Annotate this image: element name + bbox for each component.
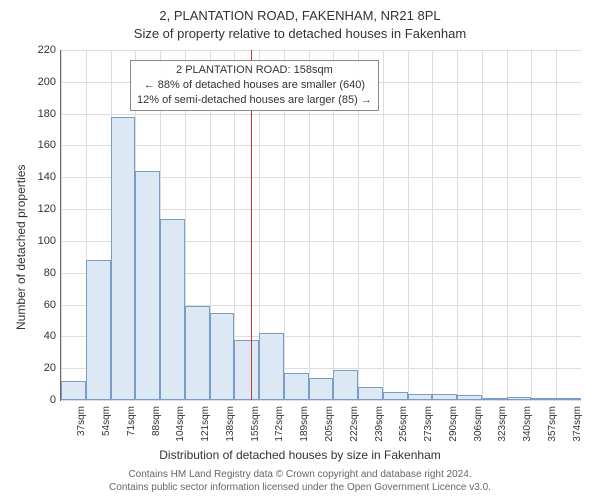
- gridline-h: [61, 400, 581, 401]
- histogram-bar: [383, 392, 408, 400]
- x-tick-label: 306sqm: [473, 406, 484, 456]
- gridline-v: [482, 50, 483, 400]
- chart-title-subtitle: Size of property relative to detached ho…: [0, 26, 600, 41]
- y-tick-label: 120: [28, 203, 56, 215]
- histogram-bar: [457, 395, 482, 400]
- x-tick-label: 88sqm: [151, 406, 162, 456]
- y-tick-label: 80: [28, 267, 56, 279]
- histogram-bar: [482, 398, 507, 400]
- x-tick-label: 138sqm: [225, 406, 236, 456]
- histogram-bar: [507, 397, 532, 400]
- histogram-bar: [358, 387, 383, 400]
- y-tick-label: 200: [28, 76, 56, 88]
- histogram-bar: [61, 381, 86, 400]
- footer-line: Contains HM Land Registry data © Crown c…: [0, 468, 600, 481]
- x-tick-label: 104sqm: [175, 406, 186, 456]
- x-tick-label: 205sqm: [324, 406, 335, 456]
- x-tick-label: 54sqm: [101, 406, 112, 456]
- x-tick-label: 121sqm: [200, 406, 211, 456]
- histogram-bar: [210, 313, 235, 401]
- y-tick-label: 20: [28, 362, 56, 374]
- x-tick-label: 239sqm: [374, 406, 385, 456]
- y-tick-label: 40: [28, 330, 56, 342]
- annotation-box: 2 PLANTATION ROAD: 158sqm ← 88% of detac…: [130, 60, 379, 111]
- x-tick-label: 189sqm: [299, 406, 310, 456]
- gridline-v: [408, 50, 409, 400]
- x-tick-label: 256sqm: [398, 406, 409, 456]
- y-tick-label: 160: [28, 139, 56, 151]
- gridline-v: [556, 50, 557, 400]
- histogram-bar: [86, 260, 111, 400]
- x-tick-label: 71sqm: [126, 406, 137, 456]
- x-tick-label: 37sqm: [76, 406, 87, 456]
- y-tick-label: 140: [28, 171, 56, 183]
- footer-line: Contains public sector information licen…: [0, 481, 600, 494]
- x-tick-label: 222sqm: [349, 406, 360, 456]
- gridline-v: [507, 50, 508, 400]
- gridline-v: [383, 50, 384, 400]
- chart-container: { "titles": { "line1": "2, PLANTATION RO…: [0, 0, 600, 500]
- y-tick-label: 220: [28, 44, 56, 56]
- histogram-bar: [408, 394, 433, 400]
- histogram-bar: [185, 306, 210, 400]
- x-tick-label: 357sqm: [547, 406, 558, 456]
- y-tick-label: 100: [28, 235, 56, 247]
- y-axis-label: Number of detached properties: [14, 165, 28, 330]
- histogram-bar: [333, 370, 358, 400]
- histogram-bar: [259, 333, 284, 400]
- x-tick-label: 155sqm: [250, 406, 261, 456]
- annotation-line: ← 88% of detached houses are smaller (64…: [137, 78, 372, 93]
- chart-title-address: 2, PLANTATION ROAD, FAKENHAM, NR21 8PL: [0, 8, 600, 23]
- y-tick-label: 60: [28, 299, 56, 311]
- histogram-bar: [284, 373, 309, 400]
- gridline-v: [432, 50, 433, 400]
- histogram-bar: [160, 219, 185, 400]
- histogram-bar: [309, 378, 334, 400]
- gridline-v: [457, 50, 458, 400]
- gridline-h: [61, 50, 581, 51]
- x-tick-label: 290sqm: [448, 406, 459, 456]
- histogram-bar: [135, 171, 160, 400]
- histogram-bar: [531, 398, 556, 400]
- histogram-bar: [556, 398, 581, 400]
- chart-footer: Contains HM Land Registry data © Crown c…: [0, 468, 600, 494]
- x-tick-label: 340sqm: [522, 406, 533, 456]
- x-tick-label: 374sqm: [572, 406, 583, 456]
- x-tick-label: 172sqm: [274, 406, 285, 456]
- y-tick-label: 0: [28, 394, 56, 406]
- gridline-v: [531, 50, 532, 400]
- gridline-h: [61, 145, 581, 146]
- annotation-line: 12% of semi-detached houses are larger (…: [137, 93, 372, 108]
- annotation-line: 2 PLANTATION ROAD: 158sqm: [137, 63, 372, 78]
- histogram-bar: [432, 394, 457, 400]
- x-tick-label: 273sqm: [423, 406, 434, 456]
- y-tick-label: 180: [28, 108, 56, 120]
- gridline-h: [61, 114, 581, 115]
- x-tick-label: 323sqm: [497, 406, 508, 456]
- histogram-bar: [234, 340, 259, 400]
- gridline-v: [61, 50, 62, 400]
- histogram-bar: [111, 117, 136, 400]
